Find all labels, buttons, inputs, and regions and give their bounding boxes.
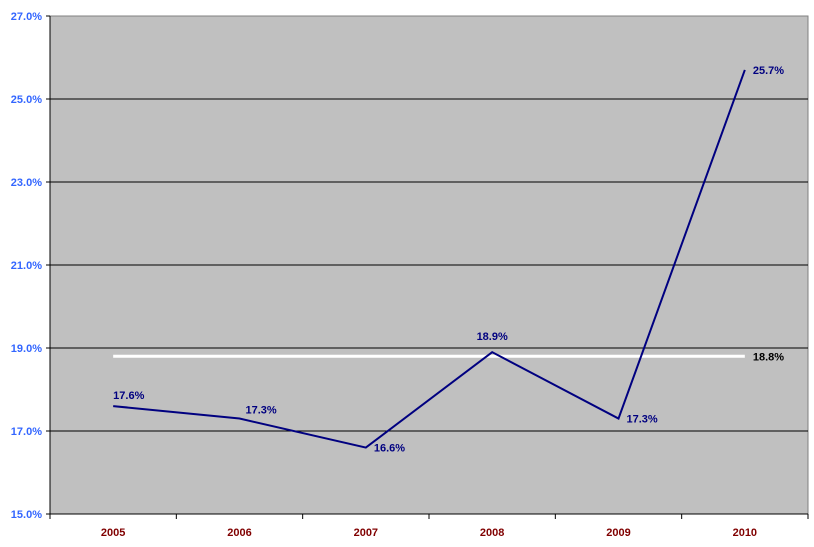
gridlines: [50, 98, 808, 432]
x-tick-label: 2006: [227, 527, 251, 539]
data-label: 25.7%: [753, 65, 784, 77]
data-label: 17.3%: [627, 414, 658, 426]
y-tick-label: 19.0%: [11, 343, 42, 355]
y-axis: 15.0% 17.0% 19.0% 21.0% 23.0% 25.0% 27.0%: [11, 11, 51, 521]
x-tick-label: 2009: [606, 527, 630, 539]
reference-line-group: 18.8%: [113, 351, 784, 363]
data-label: 17.6%: [113, 390, 144, 402]
series-line: [113, 69, 746, 449]
series-group: 17.6% 17.3% 16.6% 18.9% 17.3% 25.7%: [113, 65, 784, 455]
data-label: 16.6%: [374, 443, 405, 455]
x-axis: 2005 2006 2007 2008 2009 2010: [49, 513, 809, 539]
x-tick-label: 2005: [101, 527, 125, 539]
y-tick-label: 17.0%: [11, 426, 42, 438]
reference-line-label: 18.8%: [753, 351, 784, 363]
y-tick-label: 25.0%: [11, 94, 42, 106]
y-tick-label: 15.0%: [11, 509, 42, 521]
y-tick-label: 23.0%: [11, 177, 42, 189]
data-label: 18.9%: [477, 331, 508, 343]
y-tick-label: 27.0%: [11, 11, 42, 23]
x-tick-label: 2007: [354, 527, 378, 539]
x-tick-label: 2010: [733, 527, 757, 539]
x-tick-label: 2008: [480, 527, 504, 539]
data-label: 17.3%: [246, 405, 277, 417]
y-tick-label: 21.0%: [11, 260, 42, 272]
